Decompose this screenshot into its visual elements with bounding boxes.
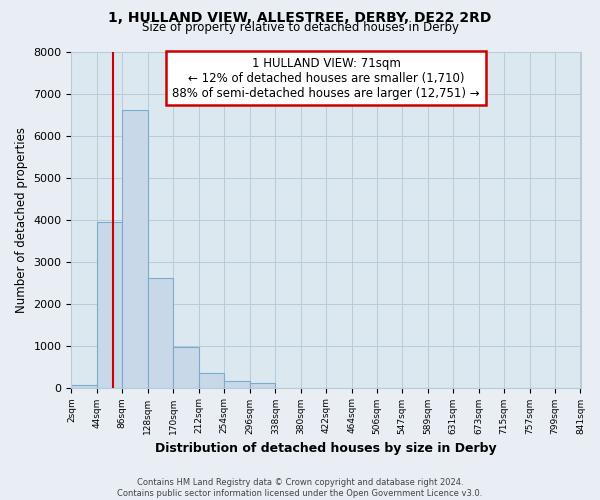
Bar — [122, 110, 148, 388]
Bar — [250, 384, 275, 388]
Bar — [199, 374, 224, 388]
Bar — [173, 347, 199, 388]
Text: 1 HULLAND VIEW: 71sqm
← 12% of detached houses are smaller (1,710)
88% of semi-d: 1 HULLAND VIEW: 71sqm ← 12% of detached … — [172, 56, 480, 100]
X-axis label: Distribution of detached houses by size in Derby: Distribution of detached houses by size … — [155, 442, 497, 455]
Y-axis label: Number of detached properties: Number of detached properties — [15, 126, 28, 312]
Bar — [97, 222, 122, 388]
Text: Size of property relative to detached houses in Derby: Size of property relative to detached ho… — [142, 22, 458, 35]
Text: Contains HM Land Registry data © Crown copyright and database right 2024.
Contai: Contains HM Land Registry data © Crown c… — [118, 478, 482, 498]
Bar — [224, 382, 250, 388]
Bar — [71, 384, 97, 388]
Bar — [148, 278, 173, 388]
Text: 1, HULLAND VIEW, ALLESTREE, DERBY, DE22 2RD: 1, HULLAND VIEW, ALLESTREE, DERBY, DE22 … — [109, 11, 491, 25]
